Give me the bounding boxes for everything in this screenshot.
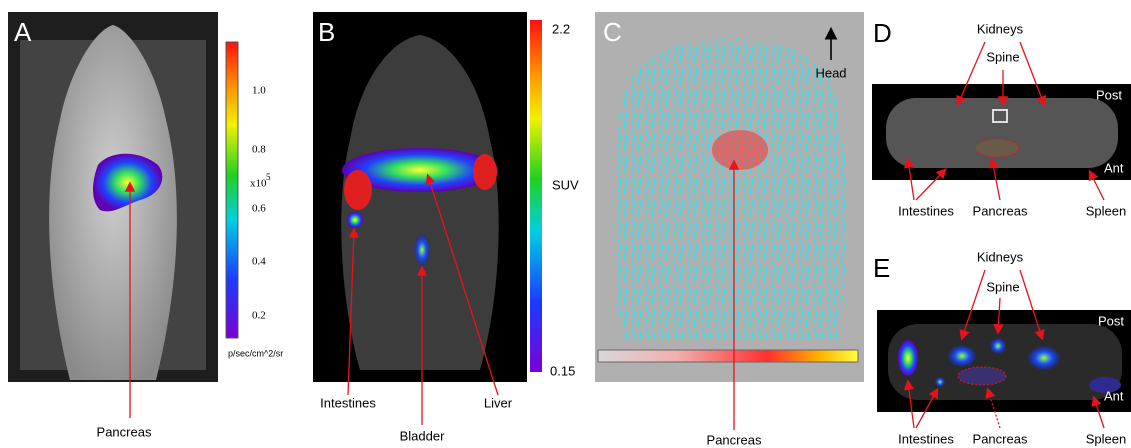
colorbar-min: 0.15	[550, 363, 575, 378]
kidney	[948, 345, 976, 367]
body-section	[888, 324, 1122, 400]
colorbar-unit: p/sec/cm^2/sr	[228, 348, 283, 358]
colorbar-unit: SUV	[552, 177, 579, 192]
label: Spleen	[1086, 431, 1126, 446]
label: Bladder	[400, 428, 445, 443]
label: Kidneys	[977, 21, 1024, 36]
signal	[712, 130, 768, 170]
label: Pancreas	[973, 203, 1028, 218]
colorbar-tick: 0.2	[252, 310, 266, 322]
label: Intestines	[320, 395, 376, 410]
label: Spine	[986, 279, 1019, 294]
label: Kidneys	[977, 249, 1024, 264]
figure: 1.0 0.8 0.6 0.4 0.2 x10 5 p/sec/cm^2/sr …	[0, 0, 1131, 448]
colorbar-scale: x10	[250, 178, 267, 190]
label: Pancreas	[973, 431, 1028, 446]
panel-c: C Head Pancreas	[595, 12, 864, 447]
panel-letter: C	[603, 17, 622, 47]
colorbar	[598, 350, 858, 362]
label: Pancreas	[97, 424, 152, 439]
orientation: Post	[1096, 87, 1122, 102]
panel-d: D Post Ant Kidneys Spine Intestines Panc…	[872, 18, 1131, 219]
orientation: Ant	[1104, 160, 1124, 175]
direction-label: Head	[815, 65, 846, 80]
bladder	[414, 234, 430, 266]
orientation: Ant	[1104, 388, 1124, 403]
spine	[990, 338, 1006, 354]
label: Pancreas	[707, 432, 762, 447]
orientation: Post	[1098, 313, 1124, 328]
colorbar-tick: 0.6	[252, 203, 266, 215]
label: Intestines	[898, 431, 954, 446]
panel-e: E Post Ant Kidneys Spine Intestines Panc…	[873, 249, 1131, 446]
panel-letter: D	[873, 18, 892, 48]
intestine	[347, 212, 363, 228]
colorbar	[530, 20, 542, 372]
panel-b: 2.2 SUV 0.15 B Intestines Bladder Liver	[313, 12, 579, 443]
uptake	[344, 170, 372, 210]
label: Spleen	[1086, 203, 1126, 218]
panel-letter: E	[873, 253, 890, 283]
label: Intestines	[898, 203, 954, 218]
colorbar	[226, 42, 238, 338]
panel-a: 1.0 0.8 0.6 0.4 0.2 x10 5 p/sec/cm^2/sr …	[8, 12, 283, 439]
kidney	[1028, 346, 1060, 370]
colorbar-tick: 0.8	[252, 144, 266, 156]
intestine	[935, 377, 945, 387]
intestine	[898, 340, 918, 376]
page: {"panels": [ {"letter": "A", "colorbar_t…	[0, 0, 1131, 448]
colorbar-power: 5	[266, 172, 271, 182]
colorbar-max: 2.2	[552, 21, 570, 36]
pancreas	[958, 367, 1006, 385]
colorbar-tick: 0.4	[252, 256, 266, 268]
uptake	[473, 154, 497, 190]
panel-letter: A	[14, 17, 32, 47]
pancreas	[975, 139, 1019, 157]
body-section	[886, 98, 1118, 168]
contour	[613, 38, 848, 340]
panel-letter: B	[318, 17, 335, 47]
label: Spine	[986, 49, 1019, 64]
label: Liver	[484, 395, 513, 410]
colorbar-tick: 1.0	[252, 85, 266, 97]
